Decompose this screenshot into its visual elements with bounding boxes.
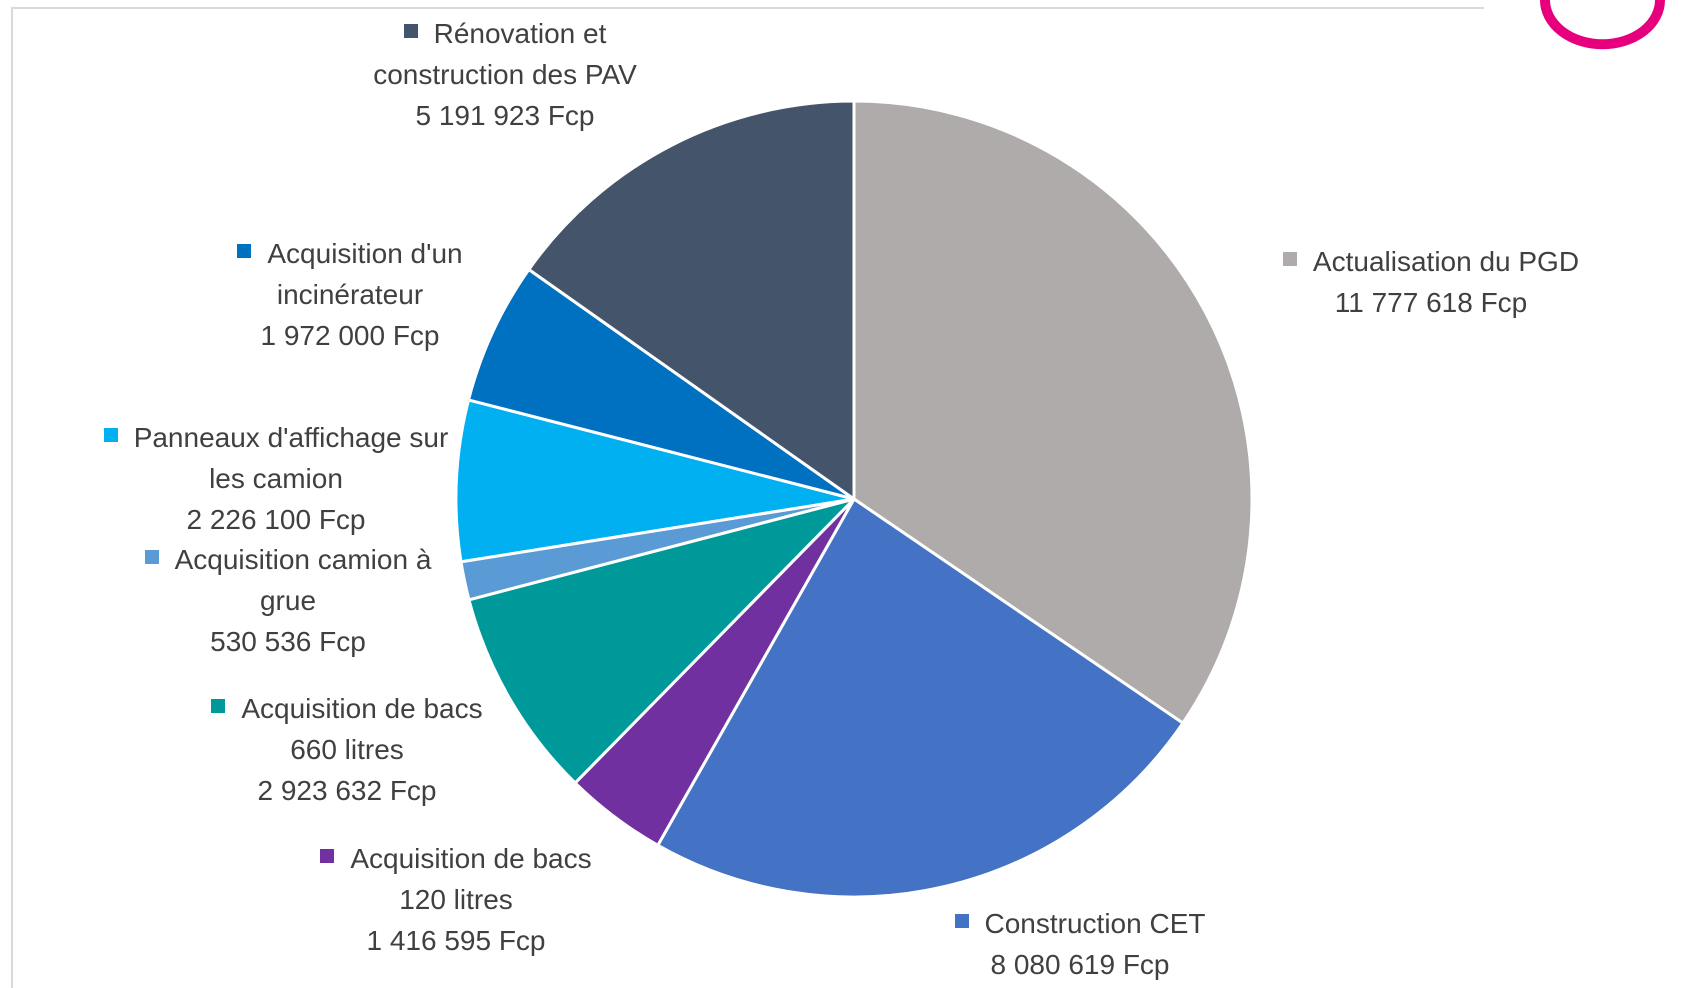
data-label: Acquisition camion à grue 530 536 Fcp <box>118 539 458 662</box>
pie-slice <box>467 267 856 501</box>
data-label: Construction CET 8 080 619 Fcp <box>920 903 1240 985</box>
legend-key <box>237 243 252 258</box>
value-label: 2 923 632 Fcp <box>257 774 437 806</box>
value-label: 8 080 619 Fcp <box>990 949 1170 980</box>
category-label: Actualisation du PGD <box>1312 246 1580 277</box>
data-label: Rénovation et construction des PAV 5 191 … <box>345 13 665 136</box>
category-label: Construction CET <box>984 908 1206 939</box>
value-label: 530 536 Fcp <box>210 625 366 657</box>
pie-slice <box>852 99 1254 725</box>
legend-key <box>211 698 226 713</box>
legend-key <box>144 549 159 564</box>
value-label: 11 777 618 Fcp <box>1334 287 1528 318</box>
data-label: Panneaux d'affichage sur les camion 2 226… <box>96 417 456 540</box>
value-label: 1 416 595 Fcp <box>366 924 546 956</box>
data-label: Acquisition d'un incinérateur 1 972 000 F… <box>200 233 500 356</box>
pie-slice <box>656 497 1185 899</box>
category-label: Acquisition de bacs 660 litres <box>241 692 483 765</box>
category-label: Acquisition camion à grue <box>174 543 432 616</box>
category-label: Acquisition de bacs 120 litres <box>350 842 592 915</box>
data-label: Acquisition de bacs 660 litres 2 923 632 … <box>187 688 507 811</box>
data-label: Acquisition de bacs 120 litres 1 416 595 … <box>296 838 616 961</box>
pie-slice <box>454 398 856 564</box>
legend-key <box>103 427 118 442</box>
data-label: Actualisation du PGD 11 777 618 Fcp <box>1251 241 1611 323</box>
value-label: 2 226 100 Fcp <box>186 503 366 535</box>
category-label: Acquisition d'un incinérateur <box>267 237 463 310</box>
legend-key <box>320 848 335 863</box>
pie-slice <box>527 99 856 501</box>
category-label: Panneaux d'affichage sur les camion <box>133 421 449 494</box>
legend-key <box>1282 252 1297 266</box>
category-label: Rénovation et construction des PAV <box>373 17 637 90</box>
pie-slice <box>467 497 856 785</box>
logo <box>1540 0 1665 50</box>
frame <box>11 7 1484 988</box>
legend-key <box>403 23 418 38</box>
legend-key <box>954 914 969 928</box>
value-label: 5 191 923 Fcp <box>415 99 595 131</box>
value-label: 1 972 000 Fcp <box>260 319 440 351</box>
